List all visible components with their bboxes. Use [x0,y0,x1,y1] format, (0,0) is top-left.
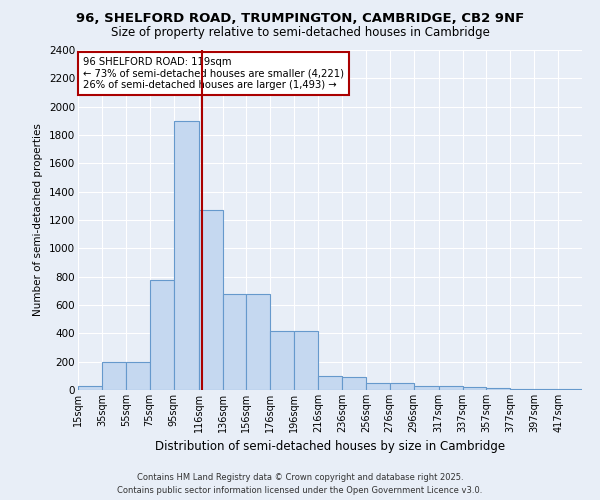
Bar [487,388,511,390]
Bar [126,362,149,390]
Title: 96, SHELFORD ROAD, TRUMPINGTON, CAMBRIDGE, CB2 9NF
Size of property relative to : 96, SHELFORD ROAD, TRUMPINGTON, CAMBRIDG… [0,499,1,500]
Text: Size of property relative to semi-detached houses in Cambridge: Size of property relative to semi-detach… [110,26,490,39]
Bar [342,376,366,390]
Bar [534,389,558,390]
Bar [78,386,102,390]
Bar [439,386,463,390]
Bar [413,386,439,390]
Text: 96 SHELFORD ROAD: 119sqm
← 73% of semi-detached houses are smaller (4,221)
26% o: 96 SHELFORD ROAD: 119sqm ← 73% of semi-d… [83,57,344,90]
Y-axis label: Number of semi-detached properties: Number of semi-detached properties [34,124,43,316]
Text: 96, SHELFORD ROAD, TRUMPINGTON, CAMBRIDGE, CB2 9NF: 96, SHELFORD ROAD, TRUMPINGTON, CAMBRIDG… [76,12,524,26]
X-axis label: Distribution of semi-detached houses by size in Cambridge: Distribution of semi-detached houses by … [155,440,505,454]
Bar [199,210,223,390]
Bar [270,330,294,390]
Bar [102,362,126,390]
Bar [223,294,247,390]
Text: Contains HM Land Registry data © Crown copyright and database right 2025.
Contai: Contains HM Land Registry data © Crown c… [118,474,482,495]
Bar [463,388,487,390]
Bar [390,383,413,390]
Bar [247,294,270,390]
Bar [173,121,199,390]
Bar [294,330,318,390]
Bar [366,383,390,390]
Bar [149,280,173,390]
Bar [511,389,534,390]
Bar [318,376,342,390]
